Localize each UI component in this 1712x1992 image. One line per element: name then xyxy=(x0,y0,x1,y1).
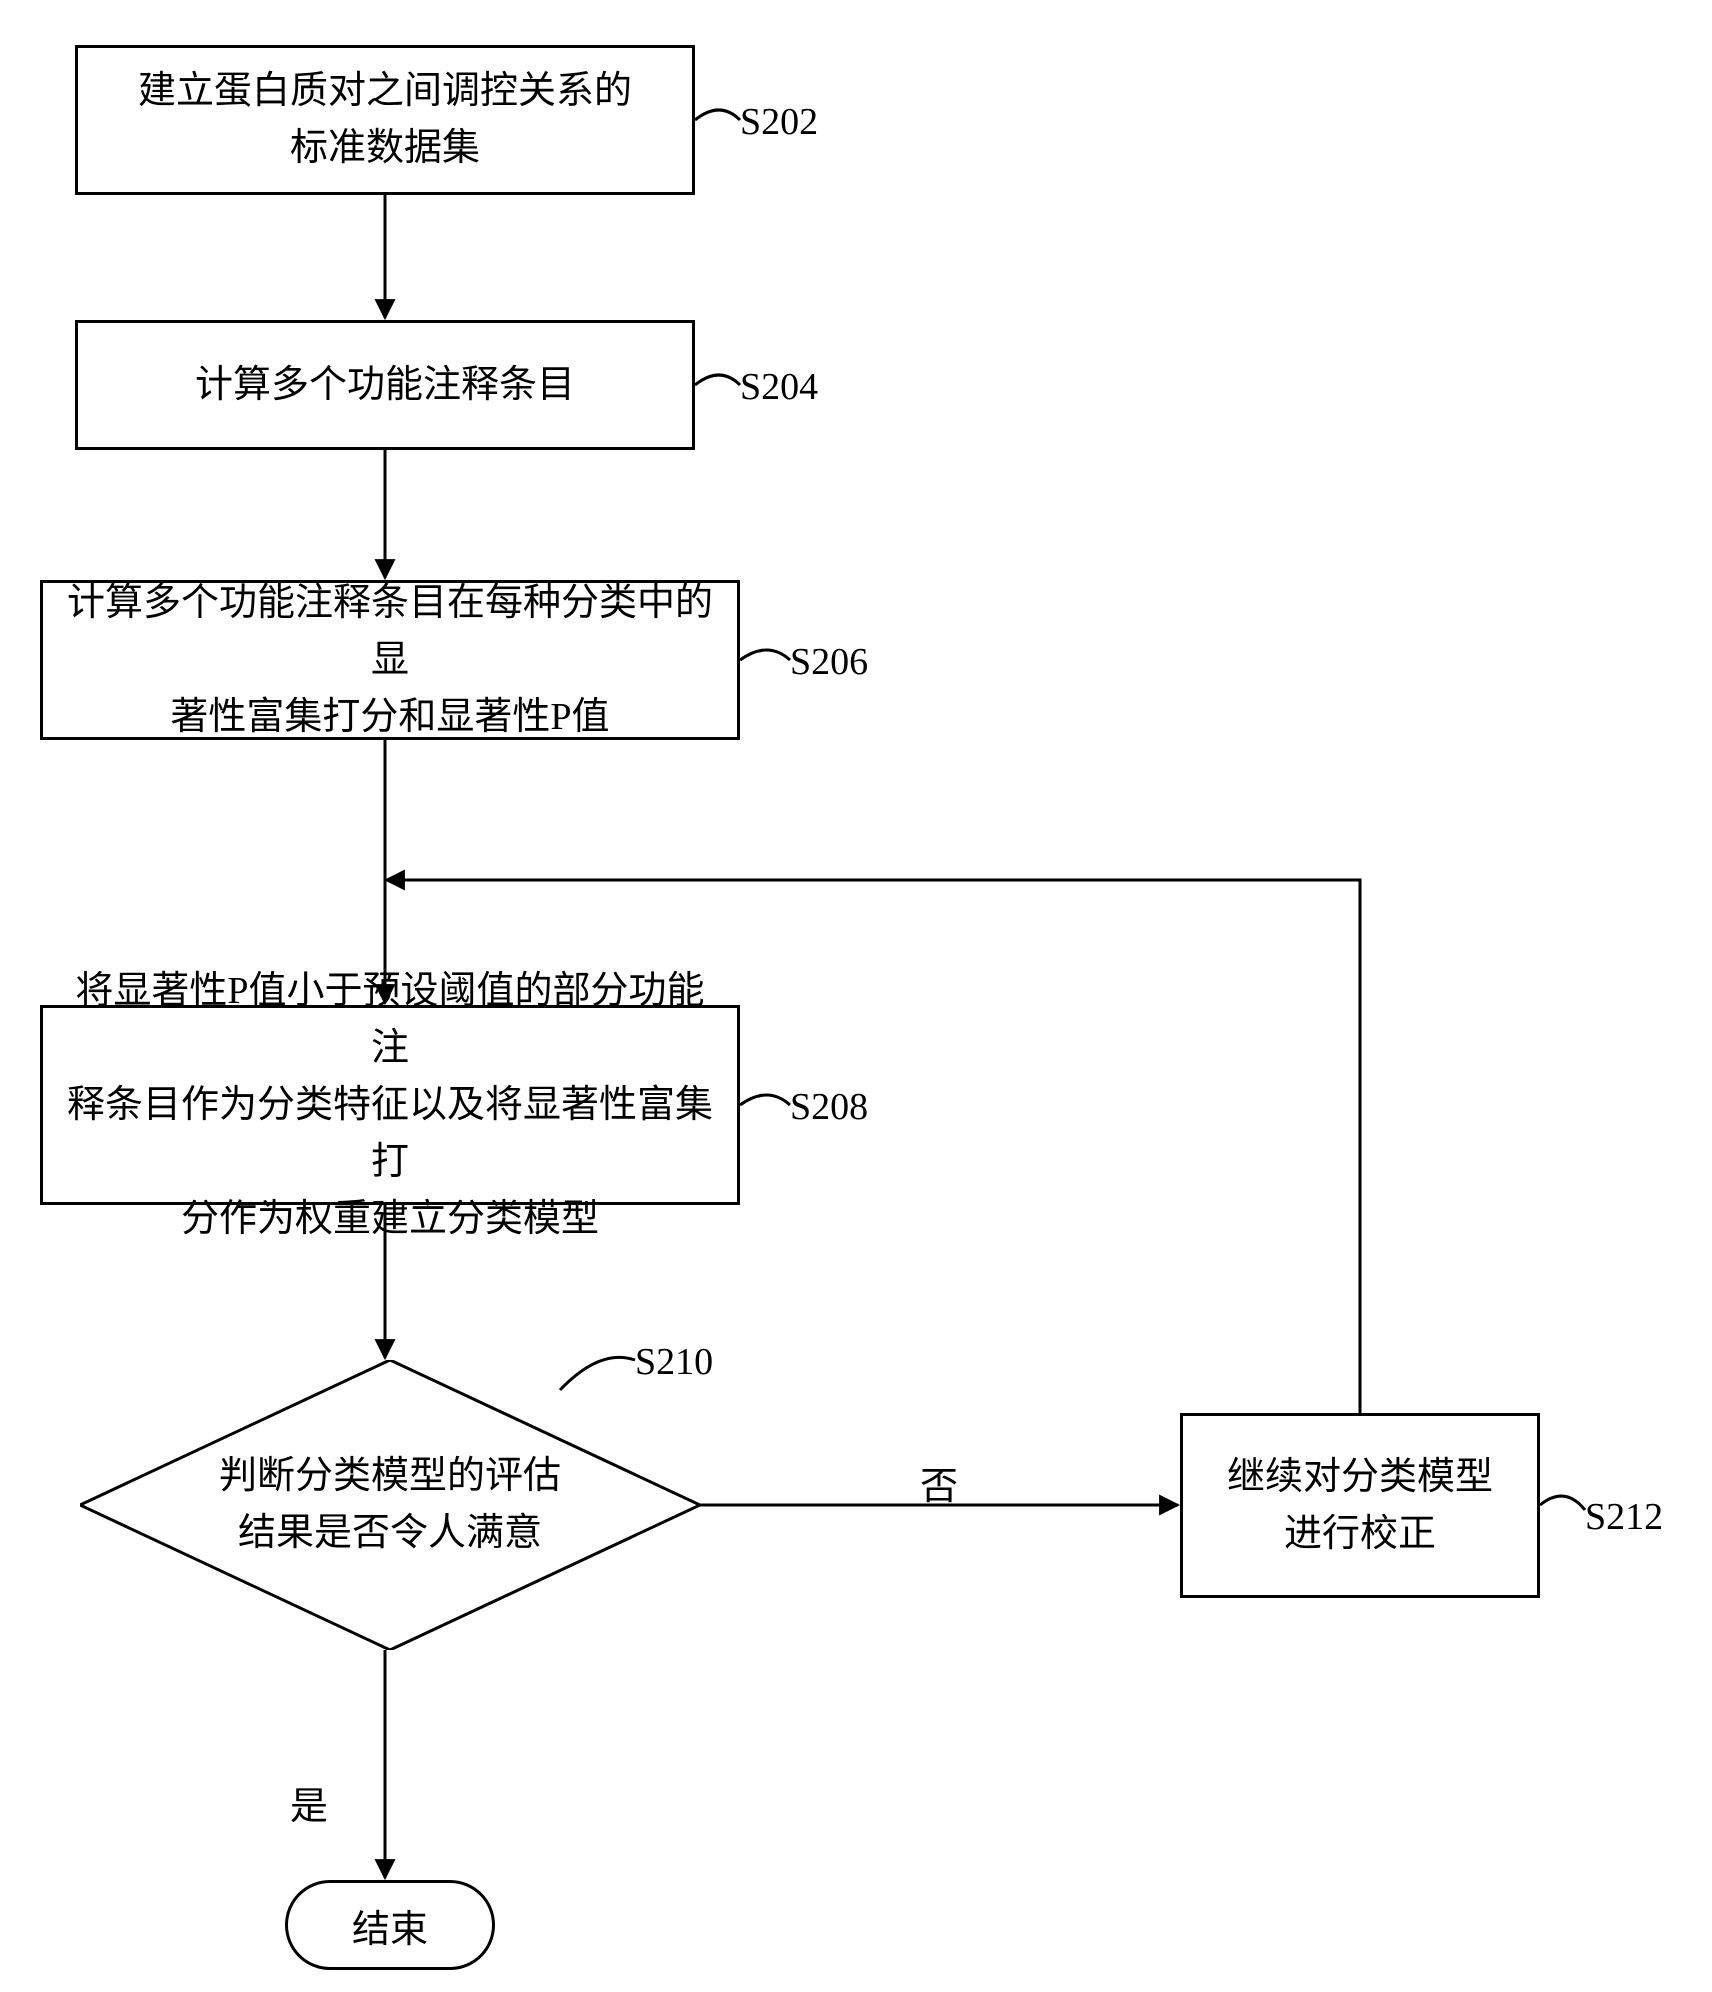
node-text: 将显著性P值小于预设阈值的部分功能注释条目作为分类特征以及将显著性富集打分作为权… xyxy=(63,963,717,1248)
terminator-end: 结束 xyxy=(285,1880,495,1970)
process-box-s202: 建立蛋白质对之间调控关系的标准数据集 xyxy=(75,45,695,195)
step-label-s202: S202 xyxy=(740,100,818,144)
node-text: 建立蛋白质对之间调控关系的标准数据集 xyxy=(138,63,632,177)
node-text: 判断分类模型的评估结果是否令人满意 xyxy=(219,1448,561,1562)
node-text: 继续对分类模型进行校正 xyxy=(1227,1449,1493,1563)
process-box-s208: 将显著性P值小于预设阈值的部分功能注释条目作为分类特征以及将显著性富集打分作为权… xyxy=(40,1005,740,1205)
node-text: 结束 xyxy=(352,1898,428,1953)
step-label-s206: S206 xyxy=(790,640,868,684)
flowchart-canvas: 建立蛋白质对之间调控关系的标准数据集 S202 计算多个功能注释条目 S204 … xyxy=(0,0,1712,1992)
process-box-s212: 继续对分类模型进行校正 xyxy=(1180,1413,1540,1598)
step-label-s204: S204 xyxy=(740,365,818,409)
step-label-s212: S212 xyxy=(1585,1495,1663,1539)
process-box-s206: 计算多个功能注释条目在每种分类中的显著性富集打分和显著性P值 xyxy=(40,580,740,740)
node-text: 计算多个功能注释条目在每种分类中的显著性富集打分和显著性P值 xyxy=(63,575,717,746)
step-label-s210: S210 xyxy=(635,1340,713,1384)
edge-label-yes: 是 xyxy=(290,1775,328,1830)
decision-diamond-s210: 判断分类模型的评估结果是否令人满意 xyxy=(80,1360,700,1650)
edge-label-no: 否 xyxy=(920,1455,958,1510)
step-label-s208: S208 xyxy=(790,1085,868,1129)
process-box-s204: 计算多个功能注释条目 xyxy=(75,320,695,450)
node-text: 计算多个功能注释条目 xyxy=(195,357,575,414)
